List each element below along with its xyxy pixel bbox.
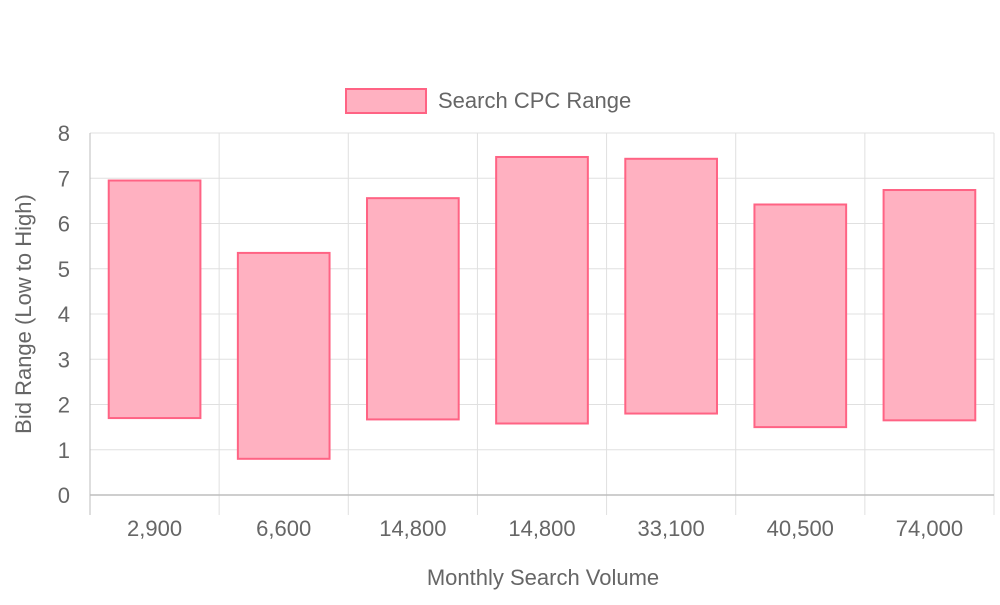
legend-label[interactable]: Search CPC Range [438,88,631,113]
y-tick-label: 6 [58,212,70,237]
y-tick-label: 1 [58,438,70,463]
bar[interactable] [753,203,848,429]
y-tick-label: 3 [58,347,70,372]
y-tick-label: 8 [58,121,70,146]
x-tick-label: 40,500 [767,516,834,541]
x-tick-label: 6,600 [256,516,311,541]
bar[interactable] [366,197,460,421]
bar[interactable] [495,155,589,425]
y-tick-label: 2 [58,393,70,418]
bar[interactable] [236,251,331,460]
y-axis-title: Bid Range (Low to High) [11,194,36,434]
bars [107,155,977,460]
axes [89,133,994,515]
legend[interactable]: Search CPC Range [345,88,631,114]
y-tick-label: 5 [58,257,70,282]
y-tick-label: 0 [58,483,70,508]
x-axis-title: Monthly Search Volume [427,565,659,590]
bar[interactable] [107,179,202,420]
x-tick-label: 14,800 [508,516,575,541]
legend-swatch[interactable] [345,88,427,114]
tick-labels: 0 1 2 3 4 5 6 7 8 2,900 6,600 14,800 14,800 33,100 40,… [58,121,963,541]
x-tick-label: 14,800 [379,516,446,541]
bar[interactable] [624,157,718,415]
x-tick-label: 2,900 [127,516,182,541]
y-tick-label: 7 [58,166,70,191]
y-tick-label: 4 [58,302,70,327]
x-tick-label: 74,000 [896,516,963,541]
bar[interactable] [882,189,977,422]
x-tick-label: 33,100 [637,516,704,541]
